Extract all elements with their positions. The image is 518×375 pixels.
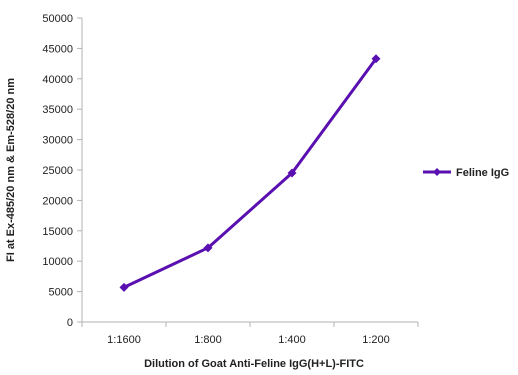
y-tick-label: 15000 xyxy=(42,226,73,238)
y-tick-label: 35000 xyxy=(42,104,73,116)
series-line xyxy=(123,57,378,289)
legend-marker xyxy=(433,168,441,176)
legend-label: Feline IgG xyxy=(456,167,509,179)
y-tick-label: 5000 xyxy=(49,287,73,299)
x-axis-ticks: 1:1600 1:800 1:400 1:200 xyxy=(81,322,419,346)
y-tick-label: 25000 xyxy=(42,165,73,177)
legend: Feline IgG xyxy=(423,167,509,179)
x-axis-title: Dilution of Goat Anti-Feline IgG(H+L)-FI… xyxy=(144,358,364,370)
y-tick-label: 45000 xyxy=(42,43,73,55)
data-point xyxy=(371,54,381,64)
y-tick-label: 30000 xyxy=(42,135,73,147)
data-point xyxy=(203,243,213,253)
x-tick-label: 1:400 xyxy=(278,334,306,346)
axes xyxy=(81,18,418,323)
x-tick-label: 1:200 xyxy=(362,334,390,346)
y-tick-label: 40000 xyxy=(42,74,73,86)
y-axis-title: FI at Ex-485/20 nm & Em-528/20 nm xyxy=(5,78,17,262)
data-point xyxy=(287,168,297,178)
y-tick-label: 10000 xyxy=(42,256,73,268)
y-axis-ticks: 0 5000 10000 15000 20000 25000 30000 35000 40000… xyxy=(42,13,82,329)
y-tick-label: 0 xyxy=(67,317,73,329)
y-tick-label: 20000 xyxy=(42,195,73,207)
y-tick-label: 50000 xyxy=(42,13,73,25)
series-layer xyxy=(119,54,381,292)
x-tick-label: 1:1600 xyxy=(107,334,141,346)
x-tick-label: 1:800 xyxy=(194,334,222,346)
data-point xyxy=(119,282,129,292)
